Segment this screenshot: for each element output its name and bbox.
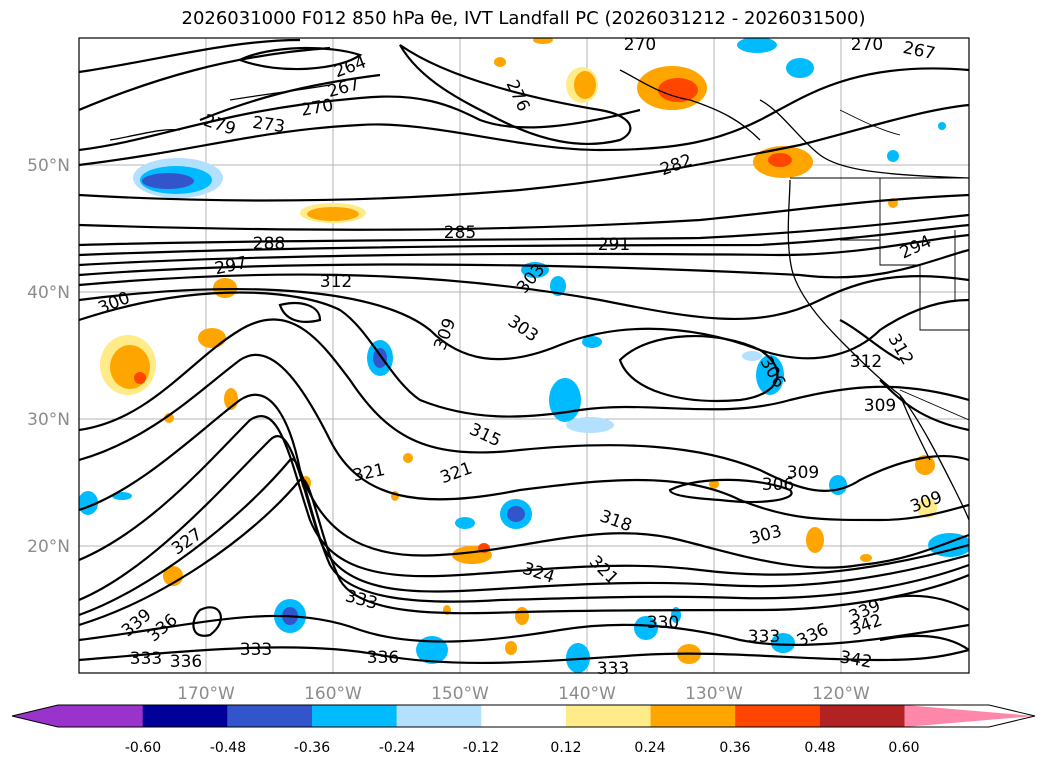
colorbar: -0.60 -0.48 -0.36 -0.24 -0.12 0.12 0.24 … — [11, 704, 1036, 756]
lat-tick-label: 20°N — [27, 537, 70, 557]
lon-tick-label: 140°W — [558, 684, 616, 704]
colorbar-segment — [735, 705, 821, 727]
contour-label: 309 — [787, 463, 819, 483]
colorbar-segment — [312, 705, 398, 727]
colorbar-segment — [819, 705, 906, 727]
political-borders — [790, 109, 969, 421]
colorbar-tick-label: 0.12 — [550, 740, 581, 756]
lat-tick-label: 40°N — [27, 283, 70, 303]
colorbar-segment — [142, 705, 228, 727]
lat-tick-label: 30°N — [27, 410, 70, 430]
colorbar-tick-label: 0.60 — [888, 740, 919, 756]
colorbar-segment — [650, 705, 736, 727]
lat-tick-labels: 50°N 40°N 30°N 20°N — [27, 156, 70, 557]
lon-tick-labels: 170°W 160°W 150°W 140°W 130°W 120°W — [177, 684, 870, 704]
contour-label: 336 — [170, 652, 202, 672]
contour-label: 270 — [851, 35, 883, 55]
colorbar-tick-label: -0.48 — [210, 740, 246, 756]
contour-label: 336 — [367, 648, 399, 668]
lon-tick-label: 120°W — [812, 684, 870, 704]
lat-tick-label: 50°N — [27, 156, 70, 176]
theta-e-contours — [79, 38, 969, 665]
lon-tick-label: 150°W — [431, 684, 489, 704]
lon-tick-label: 160°W — [304, 684, 362, 704]
colorbar-outline — [11, 704, 1036, 728]
colorbar-tick-label: -0.60 — [125, 740, 161, 756]
colorbar-segments — [12, 705, 1035, 727]
contour-label: 273 — [251, 113, 286, 137]
lon-tick-label: 170°W — [177, 684, 235, 704]
colorbar-tick-label: -0.12 — [463, 740, 499, 756]
colorbar-extend-low — [12, 705, 58, 727]
plot-frame — [78, 37, 970, 674]
colorbar-segment — [396, 705, 482, 727]
contour-label: 330 — [647, 613, 679, 633]
colorbar-tick-label: -0.36 — [294, 740, 330, 756]
lon-tick-label: 130°W — [685, 684, 743, 704]
colorbar-tick-label: -0.24 — [379, 740, 415, 756]
colorbar-segment — [227, 705, 313, 727]
contour-label: 270 — [624, 35, 656, 55]
colorbar-extend-high — [904, 705, 1035, 727]
colorbar-tick-label: 0.24 — [634, 740, 665, 756]
colorbar-tick-label: 0.48 — [804, 740, 835, 756]
contour-label: 333 — [748, 627, 780, 647]
contour-label: 333 — [597, 659, 629, 679]
colorbar-tick-labels: -0.60 -0.48 -0.36 -0.24 -0.12 0.12 0.24 … — [125, 740, 920, 756]
contour-label: 291 — [598, 235, 630, 255]
contour-label: 288 — [253, 234, 285, 254]
colorbar-segment — [565, 705, 652, 727]
contour-label: 333 — [240, 640, 272, 660]
contour-label: 306 — [762, 475, 794, 495]
contour-label: 312 — [850, 352, 882, 372]
contour-label: 312 — [320, 272, 352, 292]
colorbar-segment — [58, 705, 143, 727]
coastlines — [109, 69, 969, 521]
contour-label: 309 — [864, 396, 896, 416]
colorbar-tick-label: 0.36 — [719, 740, 750, 756]
colorbar-segment — [481, 705, 567, 727]
map-title: 2026031000 F012 850 hPa θe, IVT Landfall… — [181, 8, 866, 29]
contour-label: 285 — [444, 223, 476, 243]
contour-label: 333 — [130, 649, 162, 669]
